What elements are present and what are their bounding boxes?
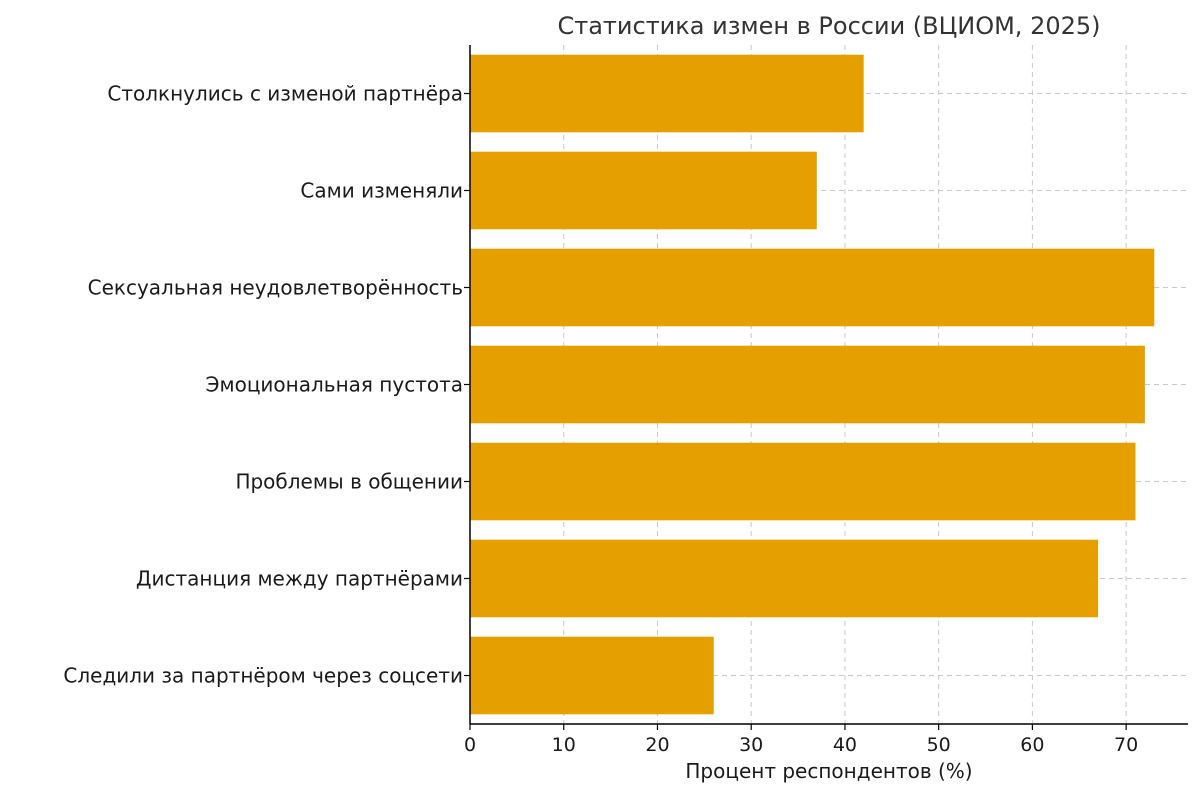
bar-3 bbox=[470, 345, 1145, 424]
bar-1 bbox=[470, 151, 817, 230]
category-label-1: Сами изменяли bbox=[300, 179, 463, 203]
x-tick-label-7: 70 bbox=[1114, 734, 1138, 756]
x-tick-label-4: 40 bbox=[833, 734, 857, 756]
bar-2 bbox=[470, 248, 1155, 327]
category-label-5: Дистанция между партнёрами bbox=[136, 567, 463, 591]
bar-6 bbox=[470, 636, 714, 715]
category-label-6: Следили за партнёром через соцсети bbox=[63, 664, 463, 688]
category-label-0: Столкнулись с изменой партнёра bbox=[107, 82, 463, 106]
category-labels: Столкнулись с изменой партнёра Сами измен… bbox=[63, 82, 470, 688]
x-tick-label-0: 0 bbox=[464, 734, 476, 756]
category-label-3: Эмоциональная пустота bbox=[206, 373, 463, 397]
bar-4 bbox=[470, 442, 1136, 521]
bar-5 bbox=[470, 539, 1099, 618]
bar-0 bbox=[470, 54, 864, 133]
x-axis-label: Процент респондентов (%) bbox=[685, 759, 972, 783]
x-tick-label-2: 20 bbox=[645, 734, 669, 756]
category-label-4: Проблемы в общении bbox=[235, 470, 463, 494]
category-label-2: Сексуальная неудовлетворённость bbox=[88, 276, 463, 300]
x-tick-label-3: 30 bbox=[739, 734, 763, 756]
chart-title: Статистика измен в России (ВЦИОМ, 2025) bbox=[557, 12, 1100, 40]
x-ticks: 0 10 20 30 40 50 60 70 bbox=[464, 724, 1138, 756]
x-tick-label-5: 50 bbox=[927, 734, 951, 756]
x-tick-label-6: 60 bbox=[1020, 734, 1044, 756]
bars bbox=[470, 54, 1155, 715]
x-tick-label-1: 10 bbox=[552, 734, 576, 756]
